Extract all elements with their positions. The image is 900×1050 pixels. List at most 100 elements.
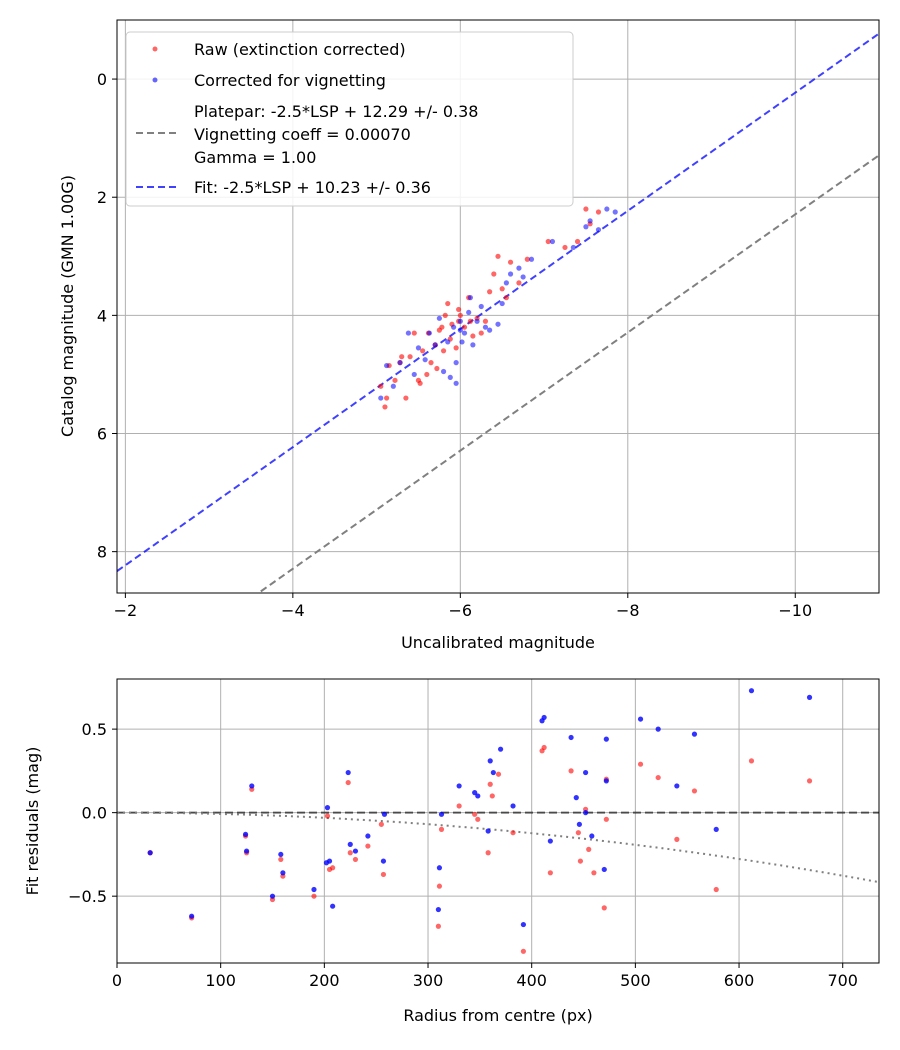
raw-point	[603, 816, 609, 822]
raw-point	[499, 286, 505, 292]
corrected-point	[415, 345, 422, 351]
raw-point	[516, 280, 522, 286]
top-plot-frame	[116, 19, 880, 594]
corrected-point	[516, 265, 522, 271]
corrected-point	[456, 783, 462, 789]
corrected-point	[495, 321, 501, 327]
bottom-y-tick-label: 0.5	[82, 720, 107, 739]
corrected-point	[470, 342, 476, 348]
raw-point	[382, 404, 388, 410]
top-y-tick-label: 8	[97, 543, 107, 562]
corrected-point	[436, 315, 442, 321]
raw-point	[524, 256, 530, 262]
corrected-point	[384, 362, 390, 369]
raw-point	[748, 758, 755, 764]
raw-point	[510, 830, 516, 836]
top-y-tick-label: 2	[97, 188, 107, 207]
raw-point	[424, 371, 430, 378]
corrected-point	[365, 833, 371, 839]
corrected-point	[713, 826, 719, 832]
raw-point	[507, 259, 514, 265]
raw-point	[417, 380, 423, 386]
top-y-tick-label: 6	[97, 425, 107, 444]
corrected-point	[243, 848, 250, 854]
corrected-point	[612, 209, 618, 215]
raw-point	[595, 209, 602, 215]
raw-point	[478, 330, 484, 336]
bottom-x-tick-label: 300	[413, 971, 444, 990]
raw-point	[806, 778, 813, 784]
bottom-x-tick-label: 500	[620, 971, 651, 990]
raw-point	[503, 295, 509, 301]
raw-point	[365, 843, 371, 849]
raw-point	[456, 803, 462, 809]
raw-point	[470, 333, 476, 339]
corrected-point	[510, 803, 516, 809]
corrected-point	[347, 841, 353, 847]
corrected-point	[806, 694, 813, 700]
top-x-tick-label: −6	[449, 601, 473, 620]
top-x-tick-label: −8	[616, 601, 640, 620]
corrected-point	[147, 850, 153, 856]
raw-point	[713, 886, 719, 893]
corrected-point	[485, 828, 491, 834]
corrected-point	[472, 790, 478, 796]
legend-corrected-marker	[152, 77, 158, 83]
corrected-point	[451, 324, 457, 330]
corrected-point	[482, 324, 489, 330]
corrected-point	[345, 769, 351, 776]
corrected-point	[490, 769, 496, 776]
corrected-point	[595, 227, 602, 233]
corrected-point	[583, 224, 589, 230]
bottom-plot-frame	[116, 678, 880, 964]
corrected-point	[411, 371, 417, 378]
corrected-point	[570, 244, 576, 251]
legend-raw-label: Raw (extinction corrected)	[194, 40, 406, 59]
corrected-point	[601, 866, 607, 873]
bottom-x-tick-label: 100	[205, 971, 236, 990]
raw-point	[482, 318, 489, 324]
corrected-point	[438, 811, 445, 817]
top-y-tick-label: 4	[97, 306, 107, 325]
corrected-point	[520, 274, 526, 280]
raw-point	[378, 383, 384, 389]
corrected-point	[674, 783, 680, 789]
corrected-point	[445, 339, 451, 345]
corrected-point	[189, 913, 195, 919]
corrected-point	[499, 300, 505, 307]
raw-point	[439, 324, 445, 330]
raw-point	[586, 846, 592, 853]
raw-point	[407, 354, 413, 360]
legend: Raw (extinction corrected) Corrected for…	[125, 31, 574, 207]
corrected-point	[453, 380, 459, 386]
raw-point	[420, 348, 426, 354]
raw-point	[324, 813, 331, 819]
corrected-point	[242, 831, 249, 837]
corrected-point	[457, 327, 463, 333]
raw-point	[547, 870, 553, 876]
bottom-y-tick-label: −0.5	[68, 887, 107, 906]
raw-point	[457, 312, 463, 318]
raw-point	[575, 830, 581, 836]
raw-point	[601, 905, 607, 911]
raw-point	[541, 744, 547, 751]
raw-point	[487, 289, 493, 295]
bottom-reference-lines	[117, 811, 879, 884]
raw-point	[461, 324, 468, 330]
bottom-ticks: 0 100 200 300 400 500 600 700 −0.5 0.0 0.5	[68, 720, 858, 990]
bottom-scatter-points	[147, 688, 813, 954]
raw-point	[411, 330, 417, 336]
raw-point	[472, 811, 478, 817]
corrected-point	[453, 360, 459, 366]
bottom-x-axis-label: Radius from centre (px)	[403, 1006, 592, 1025]
corrected-point	[436, 865, 443, 871]
corrected-point	[475, 793, 481, 799]
bottom-x-tick-label: 0	[112, 971, 122, 990]
raw-point	[278, 856, 284, 863]
corrected-point	[381, 811, 388, 817]
corrected-point	[435, 906, 441, 913]
top-x-axis-label: Uncalibrated magnitude	[401, 633, 595, 652]
corrected-point	[487, 327, 493, 333]
